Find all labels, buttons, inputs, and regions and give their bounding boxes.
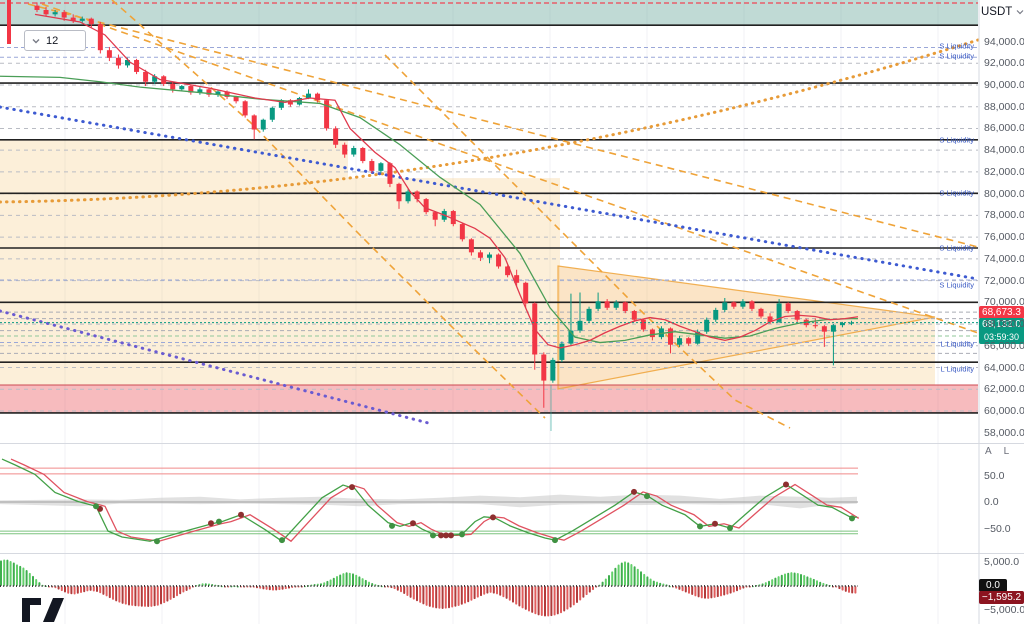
price-axis-label: 58,000.0 — [984, 426, 1024, 439]
price-axis-label: 68,000.0 — [984, 318, 1024, 331]
liquidity-label: S Liquidity — [939, 135, 974, 145]
price-axis-label: 76,000.0 — [984, 231, 1024, 244]
bar-countdown: 03:59:30 — [983, 332, 1020, 342]
price-axis-label: 66,000.0 — [984, 339, 1024, 352]
price-axis-label: 60,000.0 — [984, 405, 1024, 417]
hist-zero-tag: 0.0 — [979, 579, 1007, 592]
hist-axis-label: 5,000.0 — [984, 556, 1020, 568]
auto-scale-button[interactable]: A — [985, 446, 992, 457]
last-price-tag: 68,132.0 03:59:30 — [979, 318, 1024, 344]
indicator-legend-toggle[interactable]: 12 — [24, 30, 86, 51]
price-axis-label: 92,000.0 — [984, 57, 1024, 70]
liquidity-label: S Liquidity — [939, 280, 974, 290]
tradingview-logo[interactable] — [22, 598, 64, 624]
currency-dropdown[interactable]: USDT — [981, 6, 1024, 18]
liquidity-label: S Liquidity — [939, 41, 974, 51]
liquidity-label: S Liquidity — [939, 243, 974, 253]
hist-current-tag: −1,595.2 — [979, 591, 1024, 604]
price-axis-label: 62,000.0 — [984, 383, 1024, 396]
price-axis-label: 90,000.0 — [984, 78, 1024, 91]
last-price-value: 68,132.0 — [982, 319, 1021, 330]
price-axis-label: 72,000.0 — [984, 274, 1024, 287]
chevron-down-icon — [1016, 10, 1024, 15]
chevron-down-icon — [32, 38, 40, 43]
price-axis-label: 84,000.0 — [984, 144, 1024, 157]
liquidity-label: L Liquidity — [940, 339, 975, 349]
price-axis-label: 94,000.0 — [984, 35, 1024, 48]
timeframe-label: 12 — [46, 34, 59, 47]
price-axis-label: 80,000.0 — [984, 187, 1024, 200]
liquidity-label: L Liquidity — [940, 364, 975, 374]
axis-scale-buttons: A L — [985, 446, 1009, 457]
ma-price-tag: 68,673.3 — [979, 306, 1024, 319]
liquidity-label: S Liquidity — [939, 51, 974, 61]
price-axis-label: 74,000.0 — [984, 252, 1024, 265]
price-axis-label: 88,000.0 — [984, 100, 1024, 113]
osc-axis-label: −50.0 — [984, 522, 1011, 535]
log-scale-button[interactable]: L — [1003, 446, 1010, 457]
price-axis-label: 82,000.0 — [984, 165, 1024, 178]
price-axis-label: 70,000.0 — [984, 296, 1024, 309]
osc-axis-label: 50.0 — [984, 469, 1005, 482]
price-axis-label: 64,000.0 — [984, 361, 1024, 374]
liquidity-label: S Liquidity — [939, 188, 974, 198]
osc-axis-label: 0.0 — [984, 496, 999, 508]
currency-label: USDT — [981, 6, 1013, 18]
price-axis-label: 86,000.0 — [984, 122, 1024, 135]
hist-axis-label: −5,000.0 — [984, 604, 1024, 616]
price-axis-label: 78,000.0 — [984, 209, 1024, 222]
